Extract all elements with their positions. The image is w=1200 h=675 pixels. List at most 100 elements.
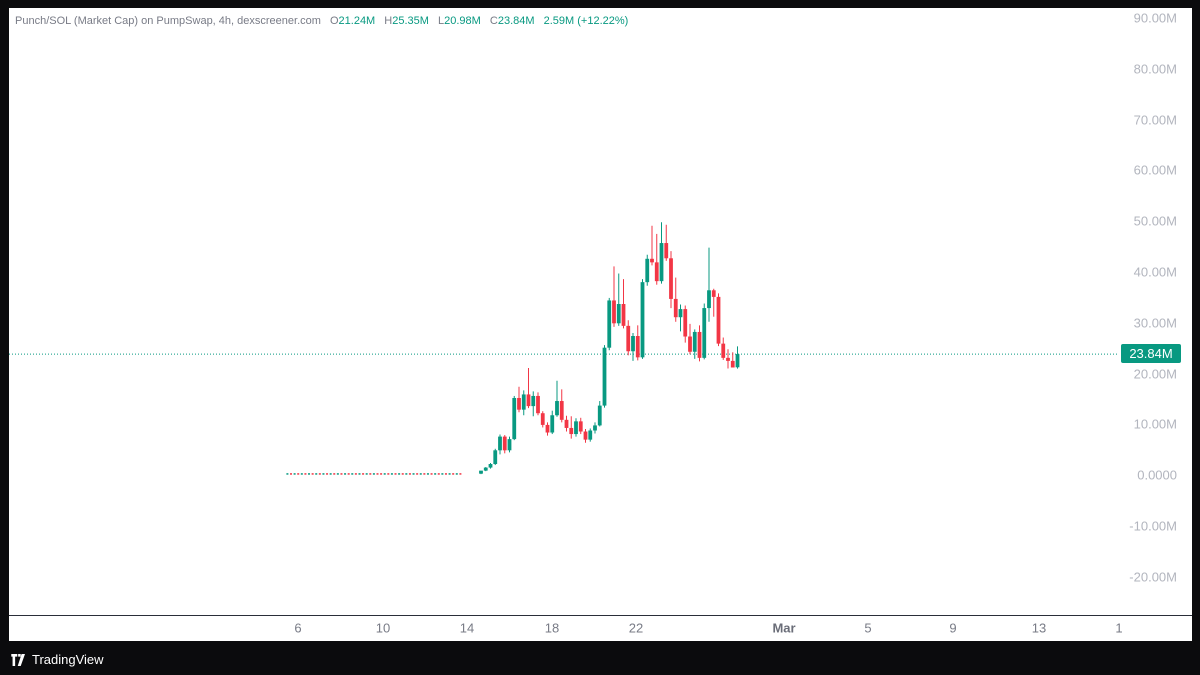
candle-body bbox=[521, 394, 526, 410]
price-axis-label: 20.00M bbox=[1133, 366, 1177, 382]
candle-flat bbox=[354, 473, 357, 475]
candle-body bbox=[612, 300, 616, 324]
price-axis-label: 60.00M bbox=[1133, 162, 1177, 178]
candle-flat bbox=[444, 473, 447, 475]
candle-flat bbox=[412, 473, 415, 475]
candle-flat bbox=[401, 473, 404, 475]
candle-body bbox=[688, 336, 692, 352]
candle-flat bbox=[315, 473, 318, 475]
candle-body bbox=[597, 405, 602, 426]
legend-close-key: C bbox=[489, 15, 498, 27]
candle-body bbox=[621, 304, 626, 326]
candle-flat bbox=[362, 473, 365, 475]
candle-flat bbox=[304, 473, 307, 475]
candle-body bbox=[673, 298, 678, 318]
price-axis-label: 30.00M bbox=[1133, 315, 1177, 331]
candle-body bbox=[502, 436, 507, 451]
candle-flat bbox=[347, 473, 350, 475]
legend-title: Punch/SOL (Market Cap) on PumpSwap, 4h, … bbox=[15, 15, 321, 27]
candle-flat bbox=[308, 473, 311, 475]
tradingview-logo-icon bbox=[11, 653, 25, 666]
price-axis-label: 80.00M bbox=[1133, 61, 1177, 77]
price-axis-label: 70.00M bbox=[1133, 112, 1177, 128]
candle-body bbox=[507, 439, 512, 451]
candle-body bbox=[512, 397, 517, 440]
candle-body bbox=[645, 258, 650, 283]
tradingview-footer[interactable]: TradingView bbox=[10, 652, 104, 667]
legend-open-key: O bbox=[329, 15, 339, 27]
candle-body bbox=[583, 431, 588, 440]
candle-body bbox=[545, 424, 550, 433]
candle-flat bbox=[408, 473, 411, 475]
candle-flat bbox=[340, 473, 343, 475]
price-axis-label: -10.00M bbox=[1129, 518, 1177, 534]
candle-body bbox=[555, 401, 559, 416]
candle-body bbox=[488, 464, 493, 468]
candle-body bbox=[716, 296, 721, 344]
candle-flat bbox=[380, 473, 383, 475]
legend-open-value: 21.24M bbox=[338, 15, 376, 27]
time-axis-label: Mar bbox=[772, 620, 796, 636]
candle-body bbox=[640, 282, 645, 358]
candle-body bbox=[616, 304, 621, 324]
candle-body bbox=[664, 243, 669, 259]
candle-body bbox=[564, 419, 569, 428]
candle-body bbox=[574, 421, 578, 435]
price-axis-label: 40.00M bbox=[1133, 264, 1177, 280]
candle-flat bbox=[441, 473, 444, 475]
candle-flat bbox=[394, 473, 397, 475]
last-price-tag: 23.84M bbox=[1121, 344, 1181, 363]
candle-body bbox=[559, 401, 564, 420]
candle-flat bbox=[318, 473, 321, 475]
price-axis-label: 0.0000 bbox=[1137, 467, 1177, 483]
candle-flat bbox=[434, 473, 437, 475]
candle-flat bbox=[430, 473, 433, 475]
candle-flat bbox=[426, 473, 429, 475]
candle-flat bbox=[300, 473, 303, 475]
candle-body bbox=[721, 343, 726, 358]
chart-frame[interactable]: Punch/SOL (Market Cap) on PumpSwap, 4h, … bbox=[9, 8, 1192, 641]
candle-flat bbox=[419, 473, 422, 475]
candle-body bbox=[707, 290, 711, 309]
candlestick-chart[interactable] bbox=[9, 8, 1192, 641]
legend-high-value: 25.35M bbox=[392, 15, 429, 27]
candle-body bbox=[654, 262, 659, 282]
candle-body bbox=[692, 331, 697, 352]
candle-body bbox=[517, 397, 521, 410]
candle-body bbox=[635, 336, 640, 358]
candle-flat bbox=[448, 473, 451, 475]
time-axis-label: 13 bbox=[1031, 620, 1047, 636]
price-axis-label: 50.00M bbox=[1133, 213, 1177, 229]
candle-body bbox=[483, 467, 488, 471]
price-axis-label: -20.00M bbox=[1129, 569, 1177, 585]
candle-flat bbox=[376, 473, 379, 475]
candle-flat bbox=[322, 473, 325, 475]
candle-body bbox=[702, 308, 707, 358]
legend-close-value: 23.84M bbox=[497, 15, 535, 27]
candle-body bbox=[493, 450, 498, 465]
candle-body bbox=[607, 300, 612, 348]
candle-body bbox=[735, 354, 740, 368]
legend-high-key: H bbox=[384, 15, 393, 27]
candle-flat bbox=[398, 473, 401, 475]
time-axis-label: 22 bbox=[628, 620, 644, 636]
candle-flat bbox=[297, 473, 300, 475]
price-axis-label: 90.00M bbox=[1133, 10, 1177, 26]
time-axis-label: 5 bbox=[864, 620, 872, 636]
time-axis-label: 14 bbox=[459, 620, 475, 636]
candle-body bbox=[650, 258, 654, 263]
candle-flat bbox=[311, 473, 314, 475]
candle-flat bbox=[387, 473, 390, 475]
candle-flat bbox=[416, 473, 419, 475]
time-axis-label: 6 bbox=[294, 620, 302, 636]
chart-legend: Punch/SOL (Market Cap) on PumpSwap, 4h, … bbox=[15, 15, 628, 27]
candle-flat bbox=[369, 473, 372, 475]
candle-flat bbox=[423, 473, 426, 475]
footer-brand: TradingView bbox=[32, 652, 104, 667]
candle-body bbox=[593, 425, 597, 431]
candle-body bbox=[626, 325, 631, 352]
candle-flat bbox=[326, 473, 329, 475]
candle-body bbox=[683, 309, 688, 337]
candle-flat bbox=[344, 473, 347, 475]
candle-body bbox=[588, 430, 593, 440]
